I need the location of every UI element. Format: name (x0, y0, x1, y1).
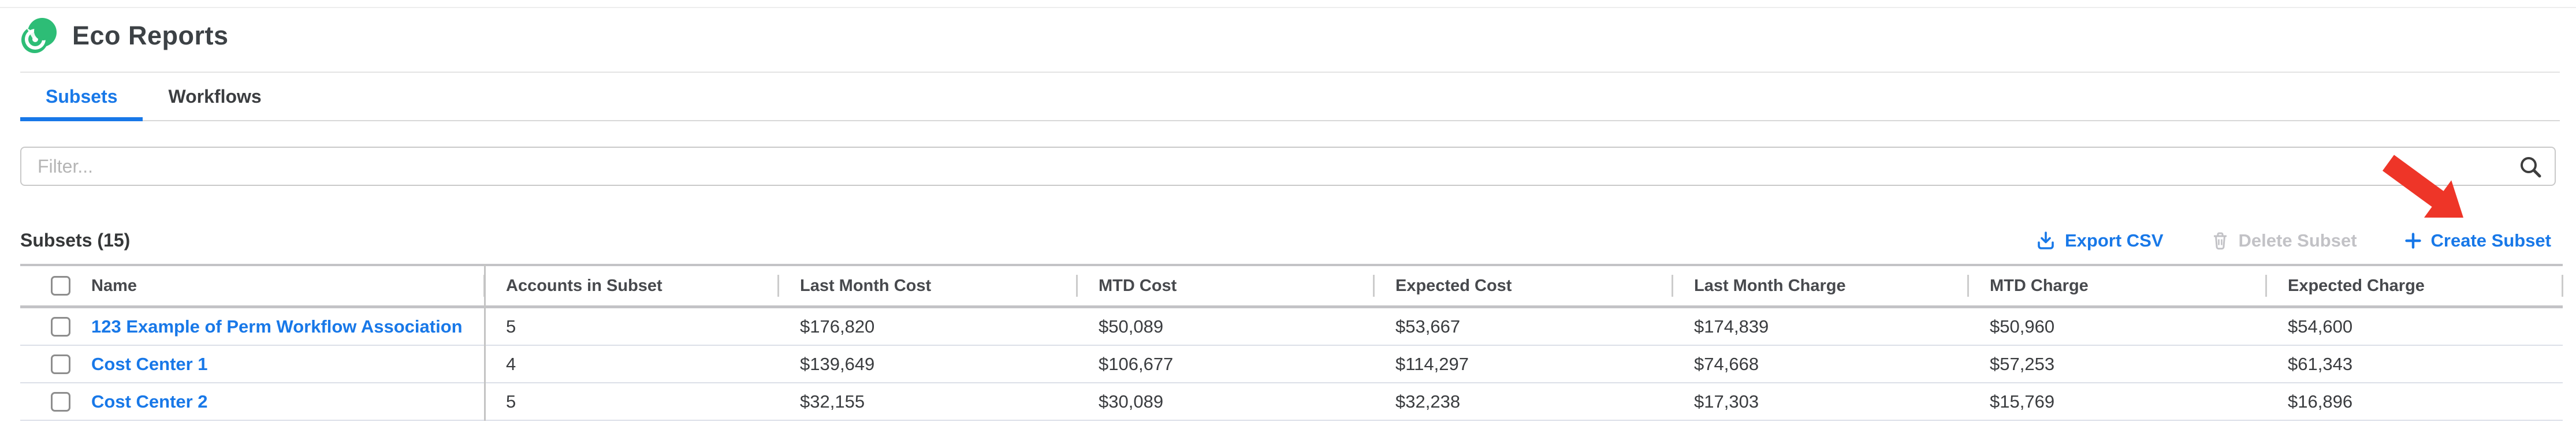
column-header-name[interactable]: Name (91, 276, 137, 295)
page-title: Eco Reports (72, 21, 229, 50)
table-row: Cost Center 1 4 $139,649 $106,677 $114,2… (20, 346, 2563, 383)
last-month-cost-cell: $176,820 (800, 316, 875, 337)
tab-bar: Subsets Workflows (20, 73, 2560, 121)
filter-bar (20, 147, 2556, 186)
subset-name-cell: 123 Example of Perm Workflow Association (87, 316, 484, 337)
subset-name-cell: Cost Center 1 (87, 354, 484, 375)
accounts-cell: 5 (506, 391, 516, 412)
subsets-toolbar: Subsets (15) Export CSV Delete Subset (20, 230, 2551, 251)
subset-name-link[interactable]: 123 Example of Perm Workflow Association (91, 316, 463, 337)
last-month-charge-cell: $74,668 (1694, 353, 1759, 374)
last-month-cost-cell: $32,155 (800, 391, 865, 412)
table-row: 123 Example of Perm Workflow Association… (20, 308, 2563, 346)
select-all-cell (20, 266, 87, 305)
last-month-charge-cell: $17,303 (1694, 391, 1759, 412)
toolbar-actions: Export CSV Delete Subset Create Subset (2036, 230, 2551, 251)
tab-workflows[interactable]: Workflows (143, 73, 286, 120)
app-header: Eco Reports (0, 0, 2576, 72)
mtd-charge-cell: $57,253 (1990, 353, 2055, 374)
mtd-cost-cell: $30,089 (1099, 391, 1164, 412)
subset-name-link[interactable]: Cost Center 1 (91, 353, 208, 374)
eco-logo-icon (21, 18, 57, 53)
subset-name-link[interactable]: Cost Center 2 (91, 391, 208, 412)
row-checkbox-cell (20, 391, 87, 412)
table-row: Cost Center 2 5 $32,155 $30,089 $32,238 … (20, 383, 2563, 421)
row-checkbox[interactable] (51, 354, 70, 374)
trash-icon (2213, 232, 2227, 249)
row-checkbox[interactable] (51, 316, 70, 337)
select-all-checkbox[interactable] (51, 276, 70, 296)
row-checkbox-cell (20, 354, 87, 374)
expected-charge-cell: $61,343 (2288, 353, 2353, 374)
export-csv-button[interactable]: Export CSV (2036, 230, 2164, 251)
accounts-cell: 5 (506, 316, 516, 337)
mtd-charge-cell: $15,769 (1990, 391, 2055, 412)
column-header-accounts-in-subset[interactable]: Accounts in Subset (484, 266, 778, 305)
name-column-divider (484, 264, 486, 421)
expected-cost-cell: $114,297 (1395, 353, 1469, 374)
tab-subsets-label: Subsets (46, 85, 118, 107)
filter-input[interactable] (20, 147, 2556, 186)
accounts-cell: 4 (506, 353, 516, 374)
row-checkbox[interactable] (51, 391, 70, 412)
column-header-mtd-cost[interactable]: MTD Cost (1077, 266, 1373, 305)
create-subset-button[interactable]: Create Subset (2404, 230, 2551, 251)
plus-icon (2404, 232, 2421, 249)
row-checkbox-cell (20, 316, 87, 337)
tab-subsets[interactable]: Subsets (20, 73, 143, 121)
search-icon[interactable] (2518, 154, 2543, 180)
top-hairline (0, 7, 2576, 8)
mtd-cost-cell: $106,677 (1099, 353, 1174, 374)
tab-workflows-label: Workflows (168, 85, 262, 107)
table-header-row: Name Accounts in Subset Last Month Cost … (20, 264, 2563, 308)
expected-charge-cell: $16,896 (2288, 391, 2353, 412)
mtd-charge-cell: $50,960 (1990, 316, 2055, 337)
delete-subset-button[interactable]: Delete Subset (2211, 230, 2357, 251)
last-month-cost-cell: $139,649 (800, 353, 875, 374)
download-icon (2038, 231, 2054, 249)
delete-subset-label: Delete Subset (2238, 230, 2357, 251)
red-arrow-icon (2383, 155, 2463, 218)
expected-cost-cell: $53,667 (1395, 316, 1461, 337)
column-header-mtd-charge[interactable]: MTD Charge (1968, 266, 2266, 305)
column-header-last-month-cost[interactable]: Last Month Cost (778, 266, 1077, 305)
column-header-expected-cost[interactable]: Expected Cost (1373, 266, 1672, 305)
export-csv-label: Export CSV (2064, 230, 2164, 251)
column-header-expected-charge[interactable]: Expected Charge (2266, 266, 2563, 305)
expected-cost-cell: $32,238 (1395, 391, 1461, 412)
subsets-table: Name Accounts in Subset Last Month Cost … (20, 264, 2563, 421)
expected-charge-cell: $54,600 (2288, 316, 2353, 337)
mtd-cost-cell: $50,089 (1099, 316, 1164, 337)
last-month-charge-cell: $174,839 (1694, 316, 1769, 337)
subset-name-cell: Cost Center 2 (87, 391, 484, 412)
column-header-last-month-charge[interactable]: Last Month Charge (1672, 266, 1968, 305)
subsets-count-heading: Subsets (15) (20, 230, 131, 251)
create-subset-label: Create Subset (2430, 230, 2551, 251)
header-divider (20, 72, 2560, 73)
header-end-divider (2562, 275, 2563, 297)
